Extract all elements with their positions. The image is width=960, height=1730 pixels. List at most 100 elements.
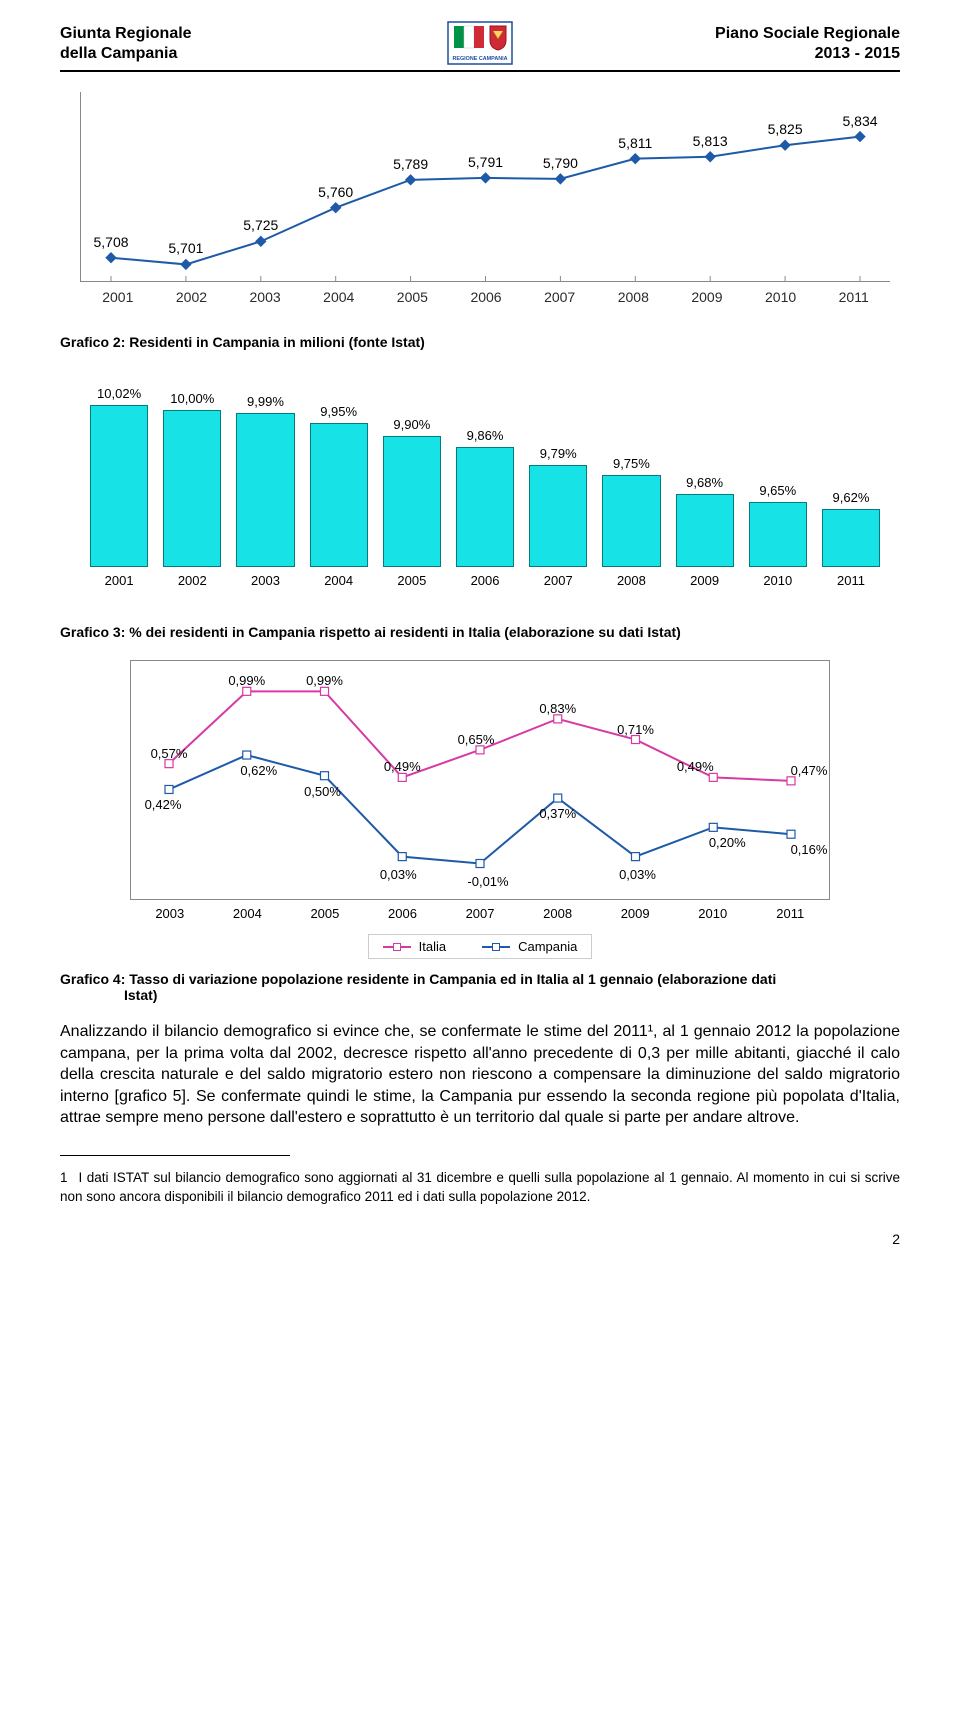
page-header: Giunta Regionale della Campania REGIONE … xyxy=(60,24,900,64)
chart-2-xtick: 2008 xyxy=(617,573,646,588)
chart-2-xtick: 2002 xyxy=(178,573,207,588)
chart-3-value-label: 0,65% xyxy=(458,732,495,747)
chart-3-value-label: 0,03% xyxy=(380,867,417,882)
footnote: 1 I dati ISTAT sul bilancio demografico … xyxy=(60,1169,900,1205)
chart-2-xtick: 2009 xyxy=(690,573,719,588)
chart-3-xtick: 2009 xyxy=(596,906,674,921)
page: Giunta Regionale della Campania REGIONE … xyxy=(0,0,960,1259)
chart-2-plot: 10,02%200110,00%20029,99%20039,95%20049,… xyxy=(80,368,890,588)
chart-1-xtick: 2001 xyxy=(102,289,133,305)
chart-3-value-label: 0,16% xyxy=(791,842,828,857)
chart-2-xtick: 2003 xyxy=(251,573,280,588)
legend-label-campania: Campania xyxy=(518,939,577,954)
chart-3-value-label: 0,20% xyxy=(709,835,746,850)
header-right: Piano Sociale Regionale 2013 - 2015 xyxy=(715,24,900,64)
chart-3-value-label: 0,99% xyxy=(306,673,343,688)
chart-3-value-label: 0,83% xyxy=(539,701,576,716)
chart-2-xtick: 2010 xyxy=(763,573,792,588)
chart-2-bar-column: 9,90%2005 xyxy=(383,417,441,588)
chart-2-value-label: 9,90% xyxy=(393,417,430,432)
chart-3-value-label: 0,47% xyxy=(791,763,828,778)
chart-2-bar xyxy=(676,494,734,567)
chart-2-bar-column: 9,62% 2011 xyxy=(822,490,880,588)
chart-1-xtick: 2009 xyxy=(691,289,722,305)
chart-2-bar xyxy=(822,509,880,567)
chart-3-value-label: 0,62% xyxy=(240,763,277,778)
chart-3-xtick: 2010 xyxy=(674,906,752,921)
chart-2-xtick: 2004 xyxy=(324,573,353,588)
chart-2-bar xyxy=(749,502,807,567)
chart-1-xtick: 2005 xyxy=(397,289,428,305)
chart-2-bar xyxy=(383,436,441,567)
chart-1-value-label: 5,725 xyxy=(243,217,278,233)
chart-3-legend: Italia Campania xyxy=(368,934,593,959)
chart-3-xtick: 2011 xyxy=(752,906,830,921)
chart-1-value-label: 5,813 xyxy=(693,133,728,149)
page-number: 2 xyxy=(892,1231,900,1247)
chart-1-xtick: 2003 xyxy=(250,289,281,305)
chart-3-xaxis: 200320042005200620072008200920102011 xyxy=(131,906,829,921)
legend-label-italia: Italia xyxy=(419,939,446,954)
chart-2-caption: Grafico 3: % dei residenti in Campania r… xyxy=(60,624,900,640)
chart-3-value-label: 0,99% xyxy=(228,673,265,688)
header-left-line1: Giunta Regionale xyxy=(60,24,192,44)
chart-1-value-label: 5,791 xyxy=(468,154,503,170)
chart-3-value-label: 0,03% xyxy=(619,867,656,882)
legend-item-campania: Campania xyxy=(482,939,577,954)
chart-1-caption: Grafico 2: Residenti in Campania in mili… xyxy=(60,334,900,350)
svg-text:REGIONE CAMPANIA: REGIONE CAMPANIA xyxy=(452,56,507,62)
chart-3-caption-line2: Istat) xyxy=(124,987,900,1003)
chart-2-xtick: 2007 xyxy=(544,573,573,588)
chart-3-value-label: 0,49% xyxy=(384,759,421,774)
chart-1-value-label: 5,834 xyxy=(842,113,877,129)
body-paragraph: Analizzando il bilancio demografico si e… xyxy=(60,1021,900,1129)
chart-3-value-label: 0,71% xyxy=(617,722,654,737)
chart-2-bar-column: 9,95% 2004 xyxy=(310,404,368,588)
chart-1-value-label: 5,701 xyxy=(168,240,203,256)
chart-1-xtick: 2007 xyxy=(544,289,575,305)
header-left-line2: della Campania xyxy=(60,44,192,64)
chart-1-value-label: 5,825 xyxy=(768,121,803,137)
footnote-text: I dati ISTAT sul bilancio demografico so… xyxy=(60,1170,900,1203)
chart-1-xtick: 2002 xyxy=(176,289,207,305)
chart-2-xtick: 2006 xyxy=(471,573,500,588)
chart-1-xtick: 2004 xyxy=(323,289,354,305)
chart-2-value-label: 9,62% xyxy=(833,490,870,505)
chart-2-bar xyxy=(236,413,294,567)
chart-2-bar xyxy=(456,447,514,567)
chart-3-value-label: 0,50% xyxy=(304,784,341,799)
chart-1-value-label: 5,811 xyxy=(618,135,652,151)
chart-3-xtick: 2007 xyxy=(441,906,519,921)
chart-3-variation-line: 200320042005200620072008200920102011 0,5… xyxy=(60,660,900,959)
chart-2-bar-column: 9,65%2010 xyxy=(749,483,807,588)
chart-2-xtick: 2011 xyxy=(837,573,865,588)
chart-2-bar-column: 9,79% 2007 xyxy=(529,446,587,588)
chart-3-xtick: 2008 xyxy=(519,906,597,921)
chart-2-value-label: 9,86% xyxy=(467,428,504,443)
chart-2-bar-column: 9,99%2003 xyxy=(236,394,294,588)
chart-1-value-label: 5,790 xyxy=(543,155,578,171)
chart-1-xtick: 2011 xyxy=(839,289,869,305)
chart-2-bar xyxy=(163,410,221,567)
chart-2-value-label: 9,95% xyxy=(320,404,357,419)
chart-1-residents-line: 2001200220032004200520062007200820092010… xyxy=(60,92,900,282)
chart-2-bar-column: 9,75%2008 xyxy=(602,456,660,588)
chart-3-value-label: 0,49% xyxy=(677,759,714,774)
chart-1-value-label: 5,708 xyxy=(93,234,128,250)
chart-3-xtick: 2004 xyxy=(209,906,287,921)
chart-1-xaxis: 2001200220032004200520062007200820092010… xyxy=(81,289,890,305)
chart-2-value-label: 9,79% xyxy=(540,446,577,461)
chart-2-bar: 10,02%200110,00%20029,99%20039,95%20049,… xyxy=(60,368,900,588)
footnote-separator xyxy=(60,1155,290,1156)
chart-2-bar xyxy=(602,475,660,567)
header-logo: REGIONE CAMPANIA xyxy=(446,20,514,82)
chart-3-xtick: 2005 xyxy=(286,906,364,921)
header-left: Giunta Regionale della Campania xyxy=(60,24,192,64)
chart-3-value-label: 0,37% xyxy=(539,806,576,821)
chart-1-value-label: 5,760 xyxy=(318,184,353,200)
chart-3-value-label: 0,57% xyxy=(151,746,188,761)
chart-3-value-label: 0,42% xyxy=(145,797,182,812)
chart-1-xtick: 2008 xyxy=(618,289,649,305)
chart-2-value-label: 9,68% xyxy=(686,475,723,490)
chart-3-caption: Grafico 4: Tasso di variazione popolazio… xyxy=(60,971,900,1003)
